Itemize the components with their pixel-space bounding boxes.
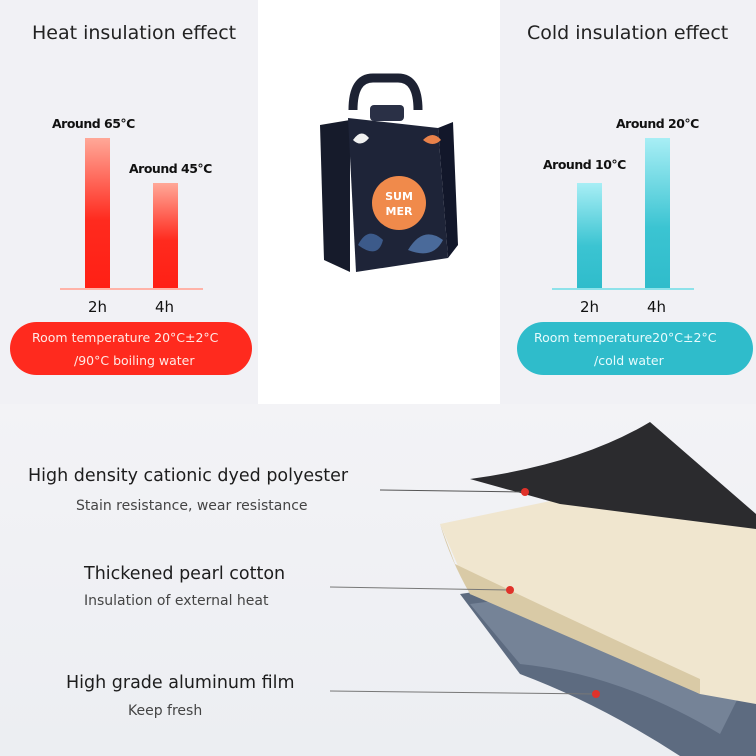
- layer-1-subtitle: Stain resistance, wear resistance: [76, 498, 308, 514]
- heat-tick-4h: 4h: [155, 298, 175, 316]
- heat-bar-2h: [85, 138, 110, 288]
- heat-axis: [60, 288, 203, 290]
- lunch-bag-image: SUM MER: [258, 0, 500, 404]
- layer-3-title: High grade aluminum film: [66, 673, 295, 693]
- cold-bar-4h: [645, 138, 670, 288]
- heat-note-line1: Room temperature 20°C±2°C: [32, 330, 219, 345]
- layer-3-subtitle: Keep fresh: [128, 703, 203, 719]
- cold-note-line2: /cold water: [594, 353, 664, 368]
- heat-value-label-2h: Around 65°C: [52, 116, 135, 131]
- svg-text:MER: MER: [386, 205, 413, 218]
- material-layers-illustration: [329, 422, 756, 756]
- heat-condition-note: Room temperature 20°C±2°C /90°C boiling …: [10, 322, 252, 375]
- cold-value-label-2h: Around 10°C: [543, 157, 626, 172]
- cold-insulation-panel: Cold insulation effect Around 10°C Aroun…: [500, 0, 756, 404]
- heat-bar-4h: [153, 183, 178, 288]
- layer-2-subtitle: Insulation of external heat: [84, 593, 269, 609]
- cold-bar-2h: [577, 183, 602, 288]
- cold-title: Cold insulation effect: [527, 22, 729, 44]
- summer-logo: [372, 176, 426, 230]
- heat-title: Heat insulation effect: [32, 22, 237, 44]
- layer-2-title: Thickened pearl cotton: [84, 564, 286, 584]
- heat-insulation-panel: Heat insulation effect Around 65°C Aroun…: [0, 0, 258, 404]
- bag-handle: [348, 73, 423, 111]
- heat-note-line2: /90°C boiling water: [74, 353, 195, 368]
- material-layers-section: High density cationic dyed polyester Sta…: [0, 404, 756, 756]
- cold-condition-note: Room temperature20°C±2°C /cold water: [517, 322, 753, 375]
- svg-text:SUM: SUM: [385, 190, 413, 203]
- heat-tick-2h: 2h: [88, 298, 108, 316]
- cold-tick-2h: 2h: [580, 298, 600, 316]
- cold-note-line1: Room temperature20°C±2°C: [534, 330, 717, 345]
- cold-axis: [552, 288, 694, 290]
- cold-tick-4h: 4h: [647, 298, 667, 316]
- cold-value-label-4h: Around 20°C: [616, 116, 699, 131]
- heat-value-label-4h: Around 45°C: [129, 161, 212, 176]
- layer-1-title: High density cationic dyed polyester: [28, 466, 349, 486]
